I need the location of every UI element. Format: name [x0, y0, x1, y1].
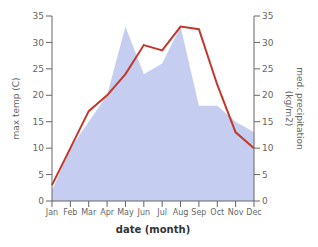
svg-text:0: 0: [38, 196, 44, 206]
svg-text:25: 25: [33, 64, 44, 74]
svg-text:Dec: Dec: [246, 208, 261, 217]
svg-text:Jun: Jun: [137, 208, 151, 217]
svg-text:med. precipitation(kg/m2): med. precipitation(kg/m2): [284, 67, 305, 149]
svg-text:30: 30: [262, 38, 274, 48]
svg-text:max temp (C): max temp (C): [11, 77, 21, 139]
svg-text:10: 10: [262, 143, 274, 153]
svg-text:Aug: Aug: [173, 208, 189, 217]
svg-text:Jul: Jul: [156, 208, 167, 217]
svg-text:15: 15: [33, 117, 44, 127]
svg-text:25: 25: [262, 64, 273, 74]
svg-text:Feb: Feb: [63, 208, 77, 217]
svg-text:20: 20: [33, 90, 45, 100]
svg-text:15: 15: [262, 117, 273, 127]
svg-text:5: 5: [262, 170, 268, 180]
svg-text:May: May: [117, 208, 134, 217]
svg-text:Nov: Nov: [228, 208, 244, 217]
svg-text:35: 35: [33, 11, 44, 21]
svg-text:Mar: Mar: [81, 208, 97, 217]
svg-text:Jan: Jan: [45, 208, 58, 217]
svg-text:0: 0: [262, 196, 268, 206]
svg-text:Apr: Apr: [100, 208, 115, 217]
svg-text:35: 35: [262, 11, 273, 21]
svg-text:5: 5: [38, 170, 44, 180]
svg-text:Sep: Sep: [191, 208, 206, 217]
svg-text:20: 20: [262, 90, 274, 100]
svg-text:Oct: Oct: [210, 208, 224, 217]
svg-text:10: 10: [33, 143, 45, 153]
svg-text:30: 30: [33, 38, 45, 48]
svg-text:date (month): date (month): [116, 224, 190, 235]
